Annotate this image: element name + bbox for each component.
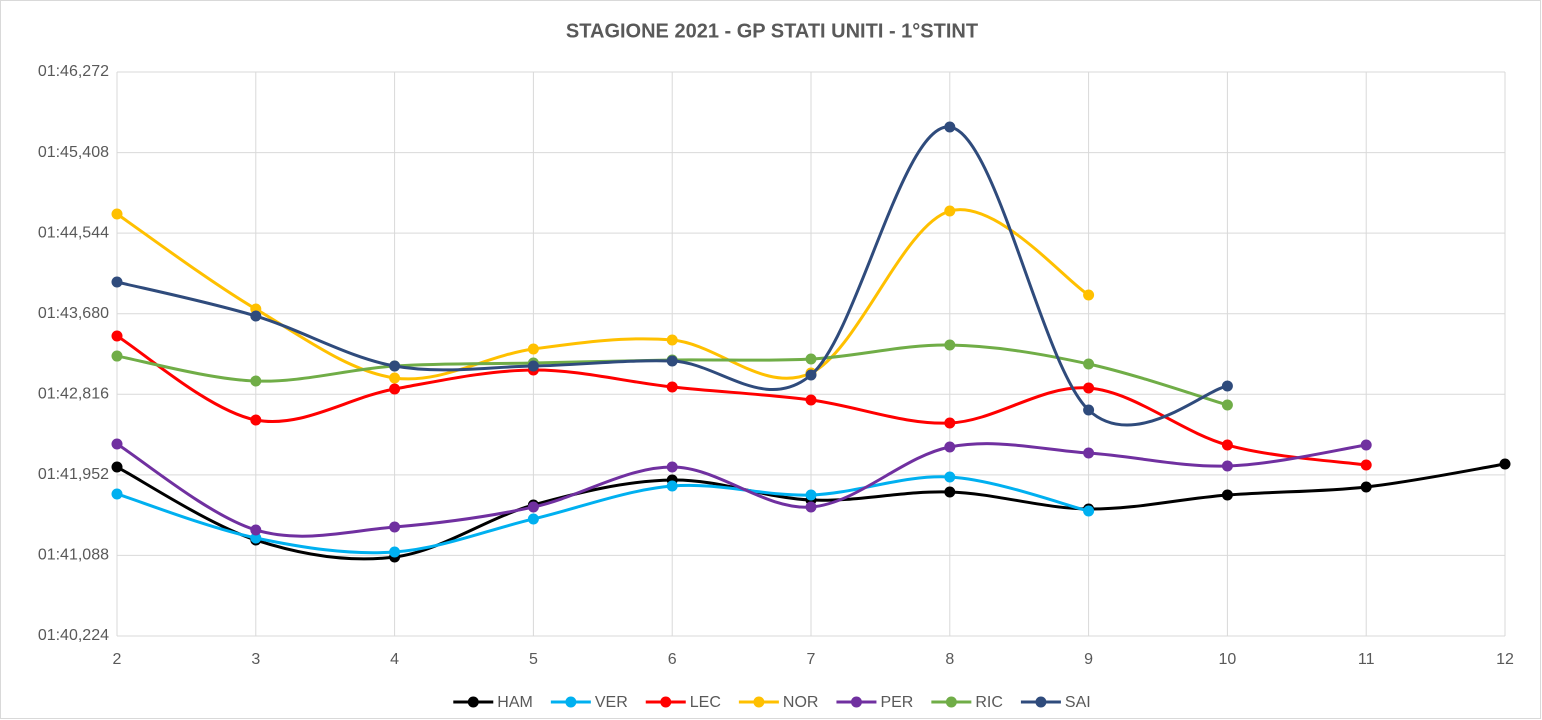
- x-tick-label: 6: [668, 651, 677, 668]
- data-point: [389, 360, 401, 372]
- series-line: [116, 442, 1367, 538]
- x-tick-label: 3: [251, 651, 260, 668]
- data-point: [805, 353, 817, 365]
- data-point: [527, 360, 539, 372]
- y-tick-label: 01:46,272: [38, 63, 109, 80]
- chart-title: STAGIONE 2021 - GP STATI UNITI - 1°STINT: [566, 20, 978, 42]
- legend: HAM VER LEC NOR PER RIC SAI: [453, 694, 1091, 711]
- series-line: [116, 125, 1228, 427]
- data-point: [111, 276, 123, 288]
- data-point: [111, 208, 123, 220]
- y-tick-label: 01:45,408: [38, 144, 109, 161]
- legend-label: PER: [880, 694, 913, 711]
- data-point: [250, 532, 262, 544]
- data-point: [944, 441, 956, 453]
- data-point: [1221, 439, 1233, 451]
- legend-label: HAM: [497, 694, 533, 711]
- data-point: [944, 205, 956, 217]
- data-point: [1499, 458, 1511, 470]
- legend-marker: [565, 696, 577, 708]
- data-point: [944, 471, 956, 483]
- y-tick-label: 01:41,088: [38, 547, 109, 564]
- data-point: [1221, 489, 1233, 501]
- series-line: [116, 334, 1367, 467]
- data-point: [805, 501, 817, 513]
- y-tick-label: 01:43,680: [38, 305, 109, 322]
- data-point: [527, 513, 539, 525]
- data-point: [944, 417, 956, 429]
- legend-label: SAI: [1065, 694, 1091, 711]
- x-tick-label: 8: [945, 651, 954, 668]
- data-point: [527, 501, 539, 513]
- data-point: [250, 375, 262, 387]
- y-tick-label: 01:40,224: [38, 627, 109, 644]
- data-point: [805, 394, 817, 406]
- legend-marker: [753, 696, 765, 708]
- data-point: [111, 330, 123, 342]
- legend-marker: [1035, 696, 1047, 708]
- data-point: [944, 339, 956, 351]
- x-tick-label: 10: [1219, 651, 1237, 668]
- data-point: [1360, 439, 1372, 451]
- data-point: [111, 350, 123, 362]
- x-tick-label: 12: [1496, 651, 1514, 668]
- x-tick-label: 9: [1084, 651, 1093, 668]
- data-point: [1083, 382, 1095, 394]
- data-point: [666, 381, 678, 393]
- data-point: [1221, 399, 1233, 411]
- data-point: [1083, 289, 1095, 301]
- legend-marker: [850, 696, 862, 708]
- data-point: [250, 524, 262, 536]
- legend-label: RIC: [975, 694, 1003, 711]
- data-point: [944, 486, 956, 498]
- x-tick-label: 11: [1358, 651, 1375, 668]
- legend-label: VER: [595, 694, 628, 711]
- y-tick-label: 01:44,544: [38, 224, 109, 241]
- x-tick-label: 2: [113, 651, 122, 668]
- data-point: [250, 310, 262, 322]
- data-point: [111, 461, 123, 473]
- data-point: [111, 488, 123, 500]
- data-point: [111, 438, 123, 450]
- data-point: [1360, 481, 1372, 493]
- legend-label: LEC: [690, 694, 721, 711]
- y-tick-label: 01:41,952: [38, 466, 109, 483]
- data-point: [1083, 505, 1095, 517]
- data-point: [805, 369, 817, 381]
- data-point: [389, 546, 401, 558]
- x-tick-label: 4: [390, 651, 399, 668]
- data-point: [250, 414, 262, 426]
- legend-marker: [945, 696, 957, 708]
- x-tick-label: 5: [529, 651, 538, 668]
- data-point: [666, 461, 678, 473]
- legend-marker: [660, 696, 672, 708]
- data-point: [666, 334, 678, 346]
- data-point: [389, 372, 401, 384]
- data-point: [1221, 380, 1233, 392]
- x-tick-label: 7: [807, 651, 816, 668]
- data-point: [805, 489, 817, 501]
- y-tick-label: 01:42,816: [38, 386, 109, 403]
- data-point: [944, 121, 956, 133]
- data-point: [666, 355, 678, 367]
- data-point: [389, 521, 401, 533]
- data-point: [1083, 447, 1095, 459]
- data-point: [1083, 358, 1095, 370]
- series-line: [116, 475, 1089, 555]
- data-point: [527, 343, 539, 355]
- data-point: [666, 480, 678, 492]
- legend-marker: [467, 696, 479, 708]
- data-point: [389, 383, 401, 395]
- legend-label: NOR: [783, 694, 819, 711]
- data-point: [1083, 404, 1095, 416]
- data-point: [1221, 460, 1233, 472]
- data-point: [1360, 459, 1372, 471]
